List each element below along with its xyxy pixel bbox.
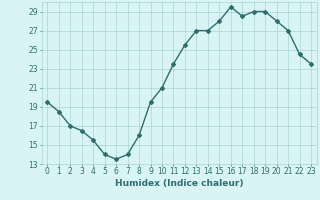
X-axis label: Humidex (Indice chaleur): Humidex (Indice chaleur): [115, 179, 244, 188]
